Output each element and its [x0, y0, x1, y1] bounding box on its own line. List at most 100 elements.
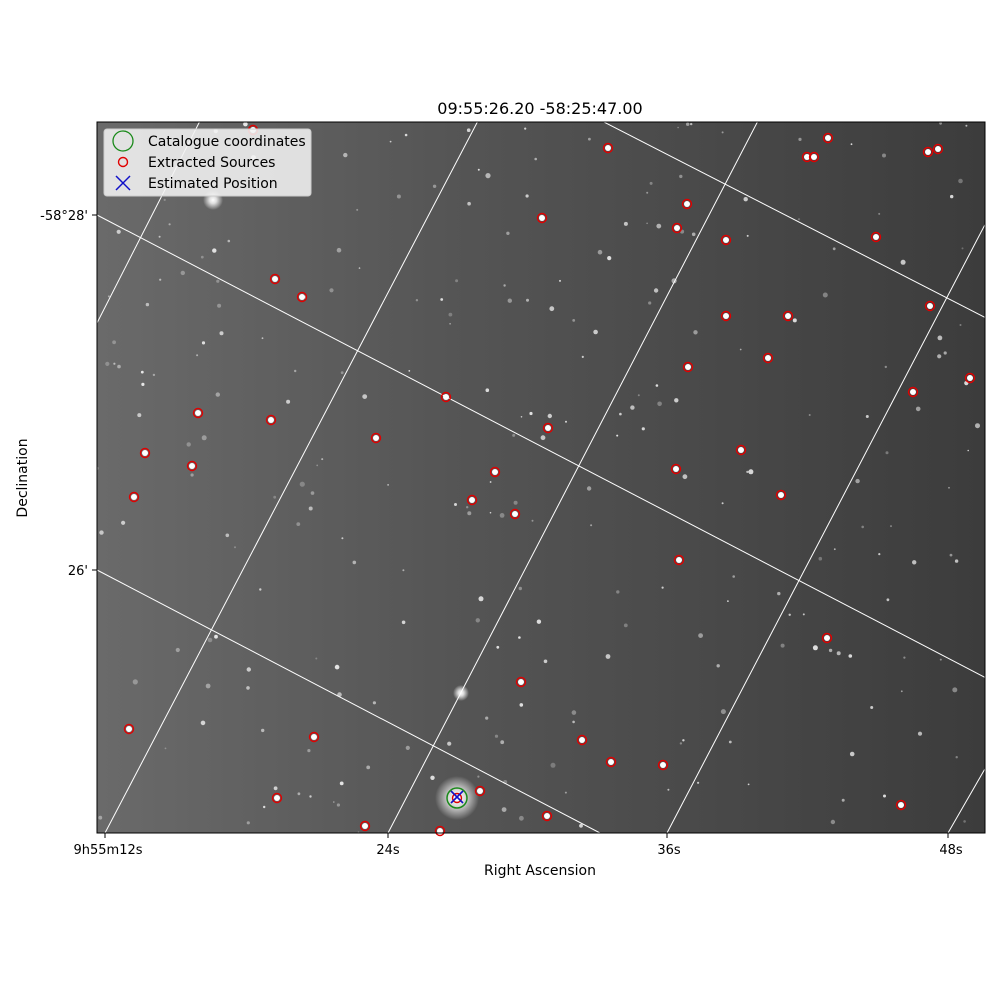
legend-estimated-icon	[115, 175, 131, 191]
faint-star	[616, 434, 619, 437]
extracted-source-point	[123, 723, 135, 735]
faint-star	[201, 341, 206, 345]
faint-star	[648, 301, 652, 305]
faint-star	[310, 491, 315, 495]
ra-gridline	[104, 122, 478, 833]
faint-star	[641, 427, 645, 431]
x-tick-label: 9h55m12s	[73, 843, 142, 858]
dec-gridline	[97, 214, 985, 678]
faint-star	[848, 654, 853, 658]
faint-star	[430, 775, 435, 780]
faint-star	[939, 658, 942, 661]
extracted-source-point	[605, 756, 617, 768]
ra-gridline	[387, 122, 758, 833]
extracted-source-point	[673, 554, 685, 566]
faint-star	[564, 791, 567, 794]
faint-star	[661, 586, 664, 589]
faint-star	[105, 361, 110, 366]
faint-star	[112, 340, 116, 345]
faint-star	[808, 414, 811, 416]
faint-star	[477, 775, 480, 778]
faint-star	[954, 559, 959, 563]
faint-star	[818, 556, 823, 561]
faint-star	[475, 618, 480, 623]
faint-star	[878, 212, 881, 215]
source-star	[126, 726, 132, 732]
x-axis-label: Right Ascension	[484, 863, 596, 879]
faint-star	[882, 153, 886, 158]
faint-star	[965, 124, 968, 127]
faint-star	[501, 807, 507, 812]
faint-star	[850, 143, 853, 146]
extracted-source-point	[657, 759, 669, 771]
source-star	[443, 394, 449, 400]
faint-star	[297, 792, 301, 796]
faint-star	[655, 384, 659, 387]
source-star	[142, 450, 148, 456]
source-star	[518, 679, 524, 685]
faint-star	[682, 474, 688, 480]
faint-star	[121, 520, 126, 525]
source-star	[910, 389, 916, 395]
extracted-source-point	[932, 143, 944, 155]
faint-star	[485, 716, 489, 720]
extracted-source-point	[542, 422, 554, 434]
faint-star	[630, 405, 635, 410]
faint-star	[132, 679, 138, 685]
extracted-source-point	[536, 212, 548, 224]
faint-star	[449, 323, 451, 325]
faint-star	[822, 292, 828, 298]
faint-star	[543, 659, 548, 664]
extracted-source-point	[720, 234, 732, 246]
faint-star	[273, 786, 278, 791]
faint-star	[336, 803, 340, 807]
faint-star	[948, 486, 950, 489]
faint-star	[961, 247, 964, 250]
extracted-source-point	[895, 799, 907, 811]
faint-star	[219, 331, 224, 336]
faint-star	[526, 298, 529, 302]
faint-star	[408, 370, 411, 372]
faint-star	[447, 741, 452, 746]
faint-star	[478, 596, 484, 602]
faint-star	[728, 740, 732, 744]
faint-star	[939, 122, 942, 125]
faint-star	[849, 751, 855, 757]
faint-star	[884, 365, 887, 369]
faint-star	[525, 194, 529, 198]
faint-star	[489, 481, 492, 483]
faint-star	[321, 458, 324, 461]
dec-gridline	[97, 569, 601, 833]
y-tick-label: -58°28'	[40, 209, 88, 224]
extracted-source-point	[359, 820, 371, 832]
faint-star	[943, 351, 947, 355]
faint-star	[190, 473, 194, 477]
faint-star	[116, 229, 121, 234]
faint-star	[597, 249, 603, 255]
faint-star	[401, 620, 406, 625]
faint-star	[168, 223, 171, 226]
faint-star	[917, 731, 923, 736]
faint-star	[949, 553, 953, 557]
faint-star	[467, 511, 472, 516]
faint-star	[207, 637, 213, 643]
faint-star	[107, 295, 110, 298]
faint-star	[903, 656, 906, 659]
faint-star	[308, 506, 313, 511]
faint-star	[746, 470, 749, 474]
faint-star	[619, 412, 622, 416]
faint-star	[572, 319, 576, 322]
extracted-source-point	[720, 310, 732, 322]
source-star	[545, 425, 551, 431]
faint-star	[234, 546, 236, 549]
faint-star	[286, 399, 291, 404]
faint-star	[565, 420, 567, 423]
faint-star	[572, 720, 575, 724]
extracted-source-point	[370, 432, 382, 444]
extracted-source-point	[296, 291, 308, 303]
estimated-position-marker	[450, 790, 464, 804]
extracted-source-point	[128, 491, 140, 503]
faint-star	[841, 798, 845, 802]
y-axis-label: Declination	[15, 438, 31, 517]
faint-star	[679, 174, 683, 179]
